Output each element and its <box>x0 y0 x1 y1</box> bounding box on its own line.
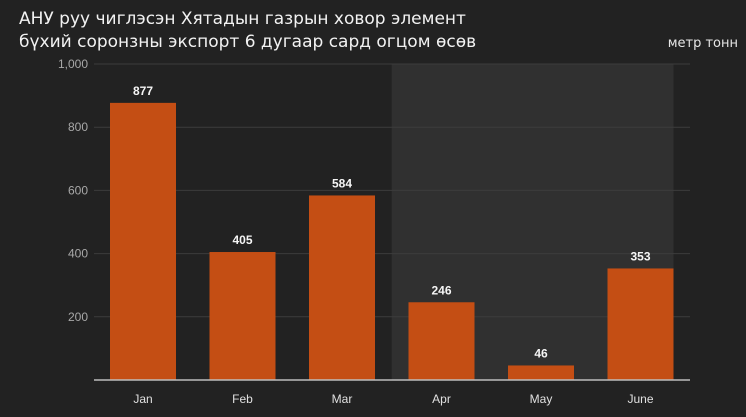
x-tick-label: May <box>530 392 553 406</box>
bar <box>508 365 574 380</box>
data-label: 353 <box>630 249 650 263</box>
unit-label: метр тонн <box>667 36 738 51</box>
data-label: 246 <box>431 283 451 297</box>
data-label: 584 <box>332 176 352 190</box>
bar <box>408 302 475 380</box>
bar <box>209 252 276 380</box>
y-tick-label: 400 <box>68 247 88 261</box>
y-tick-label: 600 <box>68 183 88 197</box>
chart-title-line-1: АНУ руу чиглэсэн Хятадын газрын ховор эл… <box>19 9 466 29</box>
bar <box>110 102 176 381</box>
x-tick-label: June <box>627 392 653 406</box>
x-tick-label: Feb <box>232 392 253 406</box>
x-tick-label: Jan <box>133 392 152 406</box>
data-label: 46 <box>534 346 548 360</box>
chart-title-line-2: бүхий соронзны экспорт 6 дугаар сард огц… <box>19 32 477 52</box>
y-tick-label: 800 <box>68 120 88 134</box>
data-label: 877 <box>133 84 153 98</box>
data-label: 405 <box>232 233 252 247</box>
chart-title: АНУ руу чиглэсэн Хятадын газрын ховор эл… <box>19 8 476 54</box>
x-tick-label: Mar <box>332 392 353 406</box>
x-tick-label: Apr <box>432 392 451 406</box>
bar <box>607 268 674 380</box>
y-tick-label: 1,000 <box>58 57 88 71</box>
y-tick-label: 200 <box>68 310 88 324</box>
bar <box>309 195 375 380</box>
